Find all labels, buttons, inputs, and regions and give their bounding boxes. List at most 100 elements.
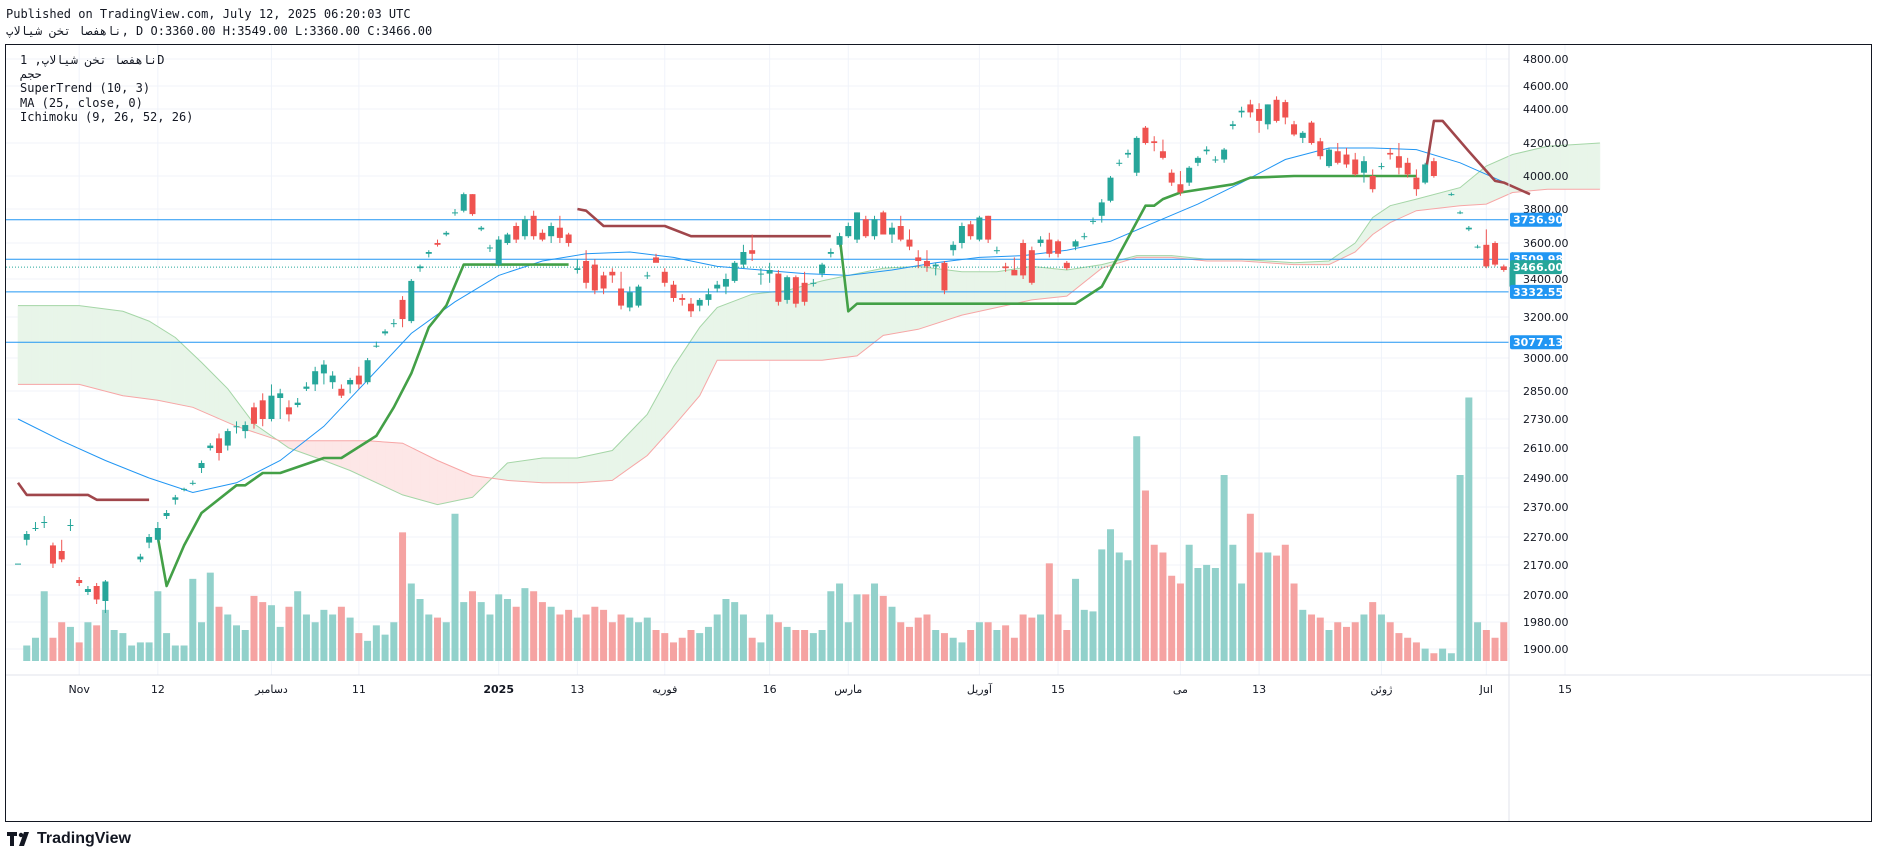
ichimoku-cloud-segment [734, 298, 740, 361]
candle [967, 220, 974, 240]
candle-body [1194, 157, 1201, 163]
candle [1011, 257, 1018, 276]
tradingview-logo[interactable]: TradingView [7, 830, 131, 848]
ichimoku-cloud-segment [625, 431, 631, 472]
ichimoku-cloud-segment [1499, 157, 1505, 199]
volume-bar [259, 602, 267, 661]
volume-bar [145, 642, 153, 661]
volume-bar [241, 630, 249, 661]
candle-body [539, 232, 546, 240]
candle-body [1256, 109, 1263, 121]
price-chart[interactable]: 1900.00 1980.00 2070.00 2170.00 2270.00 2370.… [6, 45, 1871, 821]
chart-frame[interactable]: 1900.00 1980.00 2070.00 2170.00 2270.00 2370.… [5, 44, 1872, 822]
ichimoku-cloud-segment [209, 370, 215, 418]
candle [1107, 176, 1114, 203]
volume-bar [792, 630, 800, 661]
price-tick-label: 2370.00 [1523, 501, 1569, 514]
volume-bar [1299, 609, 1307, 661]
price-level-box [1510, 284, 1562, 299]
ichimoku-cloud-segment [568, 457, 574, 484]
supertrend-segment [577, 207, 831, 238]
candle [618, 271, 625, 310]
candle [242, 421, 249, 439]
supertrend-segment [156, 263, 569, 588]
candle [626, 286, 633, 312]
candle [399, 296, 406, 328]
candle [268, 384, 275, 422]
ichimoku-cloud-segment [756, 292, 762, 361]
volume-bar [844, 622, 852, 661]
ichimoku-cloud-segment [874, 268, 880, 343]
volume-bar [1395, 633, 1403, 661]
legend-supertrend[interactable]: SuperTrend (10, 3) [20, 81, 151, 95]
ichimoku-cloud-segment [314, 440, 320, 460]
ichimoku-cloud-segment [869, 269, 875, 347]
candle [810, 279, 817, 287]
ichimoku-cloud-segment [70, 305, 76, 385]
legend-ma[interactable]: MA (25, close, 0) [20, 96, 143, 110]
candle [495, 236, 502, 267]
ichimoku-cloud-segment [236, 399, 242, 429]
candle [1291, 120, 1298, 137]
volume-bar [233, 625, 240, 661]
ichimoku-cloud-segment [393, 442, 399, 494]
volume-bar [967, 630, 975, 661]
price-tick-label: 3200.00 [1523, 311, 1569, 324]
ichimoku-cloud-segment [1464, 179, 1470, 206]
volume-bar [442, 622, 450, 661]
volume-bar [66, 626, 74, 661]
ichimoku-cloud-segment [507, 462, 513, 482]
ichimoku-cloud-segment [935, 268, 941, 324]
ichimoku-cloud-segment [782, 290, 788, 361]
volume-bar [512, 606, 520, 661]
ohlc-readout: ناهفصا تخن شیالاپ, D O:3360.00 H:3549.00… [6, 24, 433, 38]
volume-bar [1404, 637, 1412, 661]
volume-bar [1115, 552, 1123, 661]
candle [836, 232, 843, 247]
volume-bar [93, 625, 101, 661]
ichimoku-cloud-segment [603, 451, 609, 482]
supertrend-segment [838, 174, 1417, 313]
candle [1282, 99, 1289, 125]
ichimoku-cloud-segment [1402, 200, 1408, 218]
ichimoku-cloud-segment [332, 440, 338, 466]
price-tick-label: 1980.00 [1523, 616, 1569, 629]
ichimoku-cloud-segment [743, 295, 749, 361]
ichimoku-cloud-segment [852, 273, 858, 357]
ichimoku-cloud-segment [113, 309, 119, 395]
volume-bar [836, 583, 844, 661]
ichimoku-cloud-segment [57, 305, 63, 385]
volume-bar [311, 622, 319, 661]
price-tick-label: 2070.00 [1523, 589, 1569, 602]
candle-body [1212, 159, 1219, 161]
volume-bar [434, 617, 442, 661]
candle [784, 275, 791, 304]
candle [696, 298, 703, 312]
price-tick-label: 3600.00 [1523, 237, 1569, 250]
volume-bar [905, 626, 913, 661]
legend-ichimoku[interactable]: Ichimoku (9, 26, 52, 26) [20, 110, 194, 124]
candle-body [1291, 124, 1298, 135]
volume-bar [1194, 568, 1202, 661]
volume-bar [1229, 544, 1237, 661]
candle-body [250, 407, 257, 424]
candle-body [443, 232, 450, 235]
candle [67, 519, 74, 531]
candle-body [1343, 154, 1350, 165]
ichimoku-cloud-segment [445, 463, 451, 504]
candle-body [277, 393, 284, 398]
candle [137, 553, 144, 563]
candle [1081, 232, 1088, 240]
volume-bar [1176, 583, 1184, 661]
candle [1133, 136, 1140, 176]
candle [880, 210, 887, 235]
candle [478, 226, 485, 232]
ichimoku-cloud-segment [1468, 176, 1474, 206]
volume-bar [1220, 475, 1228, 661]
volume-bar [1334, 622, 1342, 661]
candle [1465, 226, 1472, 232]
ichimoku-cloud-segment [17, 305, 23, 385]
volume-bar [984, 622, 992, 661]
candle [1020, 239, 1027, 279]
candle-body [1011, 270, 1018, 276]
